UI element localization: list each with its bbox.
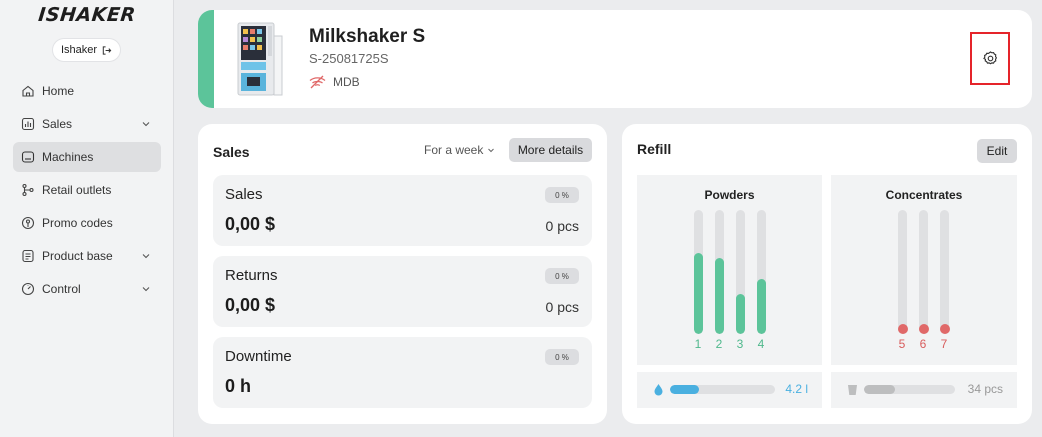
empty-level-dot — [939, 324, 950, 334]
machine-name: Milkshaker S — [309, 26, 426, 47]
tube-fill — [736, 294, 745, 334]
status-stripe — [198, 10, 214, 108]
chevron-down-icon[interactable] — [141, 284, 151, 294]
payment-status: MDB — [309, 75, 360, 89]
gear-icon — [982, 51, 997, 65]
stat-quantity: 0 pcs — [545, 218, 579, 234]
stat-label: Returns — [225, 267, 278, 284]
cups-level-value: 34 pcs — [967, 382, 1003, 396]
stat-returns: Returns 0 % 0,00 $ 0 pcs — [213, 256, 592, 327]
sidebar-item-product-base[interactable]: Product base — [13, 241, 161, 271]
concentrates-title: Concentrates — [885, 188, 963, 202]
cups-level-fill — [864, 385, 895, 394]
stat-percent-badge: 0 % — [545, 349, 579, 365]
sales-card: Sales For a week More details Sales 0 % … — [198, 124, 607, 424]
powders-panel: Powders 1 2 3 4 — [637, 175, 822, 365]
empty-level-dot — [897, 324, 908, 334]
stat-sales: Sales 0 % 0,00 $ 0 pcs — [213, 175, 592, 246]
refill-card-title: Refill — [637, 141, 672, 157]
machine-header-card: Milkshaker S S-25081725S MDB — [198, 10, 1032, 108]
concentrate-tube[interactable] — [898, 210, 907, 334]
concentrates-panel: Concentrates 5 6 7 — [831, 175, 1017, 365]
empty-level-dot — [918, 324, 929, 334]
chevron-down-icon[interactable] — [141, 251, 151, 261]
sidebar-item-label: Control — [42, 282, 81, 296]
stat-quantity: 0 pcs — [545, 299, 579, 315]
tube-number: 6 — [919, 337, 927, 351]
user-account-pill[interactable]: Ishaker — [53, 39, 121, 61]
tube-number: 4 — [757, 337, 765, 351]
sidebar-item-label: Product base — [42, 249, 113, 263]
powder-tube[interactable] — [694, 210, 703, 334]
machine-icon — [21, 150, 35, 164]
branch-icon — [21, 183, 35, 197]
tube-number: 1 — [694, 337, 702, 351]
tube-number: 3 — [736, 337, 744, 351]
machine-settings-button[interactable] — [970, 32, 1010, 85]
cups-level: 34 pcs — [831, 372, 1017, 408]
stat-downtime: Downtime 0 % 0 h — [213, 337, 592, 408]
sidebar: ISHAKER Ishaker Home Sales Machines Reta… — [0, 0, 174, 437]
chevron-down-icon — [488, 148, 495, 153]
sidebar-item-label: Retail outlets — [42, 183, 112, 197]
sidebar-item-promo-codes[interactable]: Promo codes — [13, 208, 161, 238]
gauge-icon — [21, 282, 35, 296]
concentrate-tube[interactable] — [919, 210, 928, 334]
period-select-value: For a week — [424, 143, 484, 157]
no-signal-icon — [309, 75, 326, 89]
tube-fill — [694, 253, 703, 334]
cups-level-bar — [864, 385, 955, 394]
water-level-bar — [670, 385, 775, 394]
sidebar-item-label: Home — [42, 84, 75, 98]
more-details-button[interactable]: More details — [509, 138, 592, 162]
sidebar-item-label: Sales — [42, 117, 73, 131]
sidebar-item-sales[interactable]: Sales — [13, 109, 161, 139]
machine-serial: S-25081725S — [309, 51, 389, 66]
stat-label: Sales — [225, 186, 263, 203]
water-level-value: 4.2 l — [785, 382, 808, 396]
edit-refill-button[interactable]: Edit — [977, 139, 1017, 163]
period-select[interactable]: For a week — [424, 143, 495, 157]
stat-value: 0,00 $ — [225, 295, 276, 315]
sidebar-item-label: Promo codes — [42, 216, 113, 230]
vending-machine-image — [237, 22, 283, 96]
powder-tube[interactable] — [715, 210, 724, 334]
stat-percent-badge: 0 % — [545, 268, 579, 284]
powders-title: Powders — [704, 188, 755, 202]
tube-number: 5 — [898, 337, 906, 351]
list-icon — [21, 249, 35, 263]
chevron-down-icon[interactable] — [141, 119, 151, 129]
sidebar-item-label: Machines — [42, 150, 94, 164]
powder-tube[interactable] — [757, 210, 766, 334]
tube-number: 2 — [715, 337, 723, 351]
stat-value: 0,00 $ — [225, 214, 276, 234]
tube-fill — [715, 258, 724, 334]
sales-card-title: Sales — [213, 144, 250, 160]
powder-tube[interactable] — [736, 210, 745, 334]
stat-percent-badge: 0 % — [545, 187, 579, 203]
sidebar-item-control[interactable]: Control — [13, 274, 161, 304]
sidebar-item-retail-outlets[interactable]: Retail outlets — [13, 175, 161, 205]
tube-number: 7 — [940, 337, 948, 351]
payment-system-label: MDB — [333, 75, 360, 89]
tube-fill — [757, 279, 766, 334]
sidebar-item-machines[interactable]: Machines — [13, 142, 161, 172]
bar-chart-icon — [21, 117, 35, 131]
tag-icon — [21, 216, 35, 230]
sidebar-item-home[interactable]: Home — [13, 76, 161, 106]
home-icon — [21, 84, 35, 98]
concentrate-tube[interactable] — [940, 210, 949, 334]
refill-card: Refill Edit Powders 1 2 3 4 Concentrates… — [622, 124, 1032, 424]
app-logo[interactable]: ISHAKER — [37, 4, 137, 26]
water-level-fill — [670, 385, 700, 394]
logout-icon[interactable] — [101, 45, 112, 56]
cup-icon — [848, 385, 857, 395]
user-name: Ishaker — [61, 44, 98, 56]
stat-value: 0 h — [225, 376, 252, 396]
water-drop-icon — [654, 384, 663, 396]
water-level: 4.2 l — [637, 372, 822, 408]
stat-label: Downtime — [225, 348, 292, 365]
sidebar-nav: Home Sales Machines Retail outlets Promo… — [13, 76, 161, 307]
